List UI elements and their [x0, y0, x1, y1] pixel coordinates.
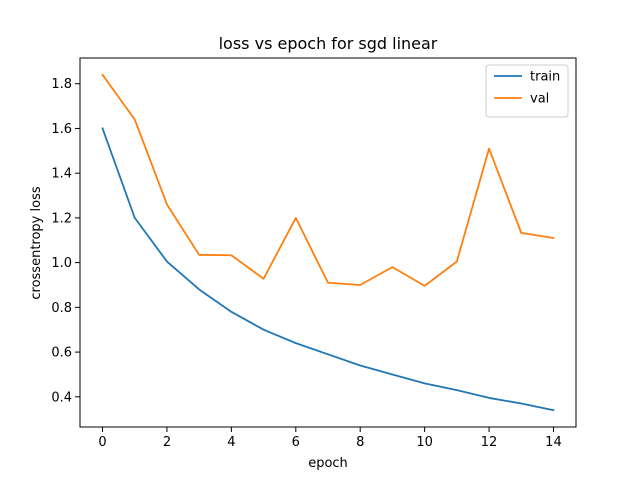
y-tick-label: 1.8 — [51, 77, 72, 92]
series-lines — [101, 73, 555, 412]
x-axis-ticks: 0 2 4 6 8 10 12 14 — [98, 427, 562, 450]
y-tick-label: 1.0 — [51, 256, 72, 271]
legend-label-val: val — [530, 92, 549, 107]
x-tick-label: 10 — [416, 435, 433, 450]
legend-box — [485, 64, 569, 118]
y-tick-label: 0.4 — [51, 390, 72, 405]
x-tick-label: 6 — [292, 435, 300, 450]
y-axis-label: crossentropy loss — [29, 186, 44, 299]
x-tick-label: 12 — [481, 435, 498, 450]
x-tick-label: 8 — [356, 435, 364, 450]
chart-title: loss vs epoch for sgd linear — [219, 34, 438, 53]
x-axis-label: epoch — [308, 456, 348, 471]
x-tick-label: 0 — [98, 435, 106, 450]
axes-frame — [79, 57, 577, 428]
x-tick-label: 2 — [163, 435, 171, 450]
y-tick-label: 0.8 — [51, 301, 72, 316]
y-tick-label: 1.2 — [51, 211, 72, 226]
x-tick-label: 14 — [545, 435, 562, 450]
legend-label-train: train — [530, 70, 560, 85]
y-tick-label: 0.6 — [51, 346, 72, 361]
y-tick-label: 1.6 — [51, 122, 72, 137]
series-line-val — [101, 73, 555, 287]
y-tick-label: 1.4 — [51, 167, 72, 182]
series-line-train — [101, 127, 555, 412]
y-axis-ticks: 0.4 0.6 0.8 1.0 1.2 1.4 1.6 1.8 — [51, 77, 80, 405]
x-tick-label: 4 — [227, 435, 235, 450]
legend: train val — [485, 64, 569, 118]
